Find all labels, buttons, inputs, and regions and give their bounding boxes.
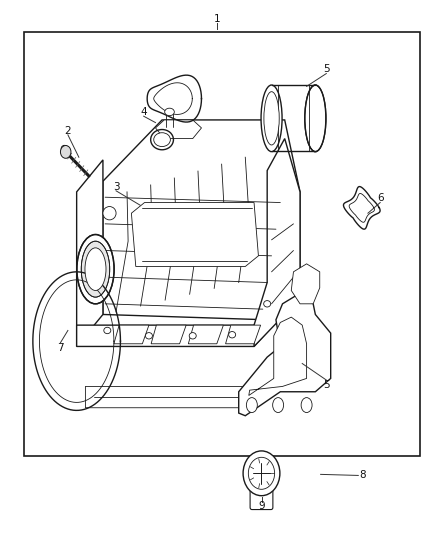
Polygon shape [155,120,201,139]
Ellipse shape [272,398,284,413]
Text: 4: 4 [140,107,147,117]
Ellipse shape [264,301,271,307]
Polygon shape [114,325,149,344]
Ellipse shape [77,235,114,304]
Polygon shape [77,160,103,346]
Ellipse shape [261,85,282,151]
Polygon shape [151,325,186,344]
Text: 5: 5 [323,64,330,74]
Polygon shape [254,139,300,346]
Bar [24,32,420,456]
Polygon shape [249,317,307,395]
FancyBboxPatch shape [250,488,273,510]
Polygon shape [188,325,223,344]
Text: 8: 8 [359,471,366,480]
Circle shape [243,451,280,496]
Ellipse shape [165,108,174,116]
Text: 3: 3 [113,182,120,191]
Polygon shape [77,277,298,346]
Ellipse shape [154,133,170,147]
Ellipse shape [145,333,152,339]
Ellipse shape [305,86,325,150]
Ellipse shape [81,241,110,297]
Polygon shape [131,203,258,266]
Ellipse shape [189,333,196,339]
Polygon shape [103,120,300,320]
Text: 9: 9 [258,502,265,511]
Text: 7: 7 [57,343,64,352]
Polygon shape [85,328,298,408]
Text: 1: 1 [213,14,220,23]
Ellipse shape [305,85,326,151]
Polygon shape [226,325,261,344]
Ellipse shape [103,206,116,220]
Ellipse shape [85,248,106,290]
Ellipse shape [301,398,312,413]
Text: 2: 2 [64,126,71,135]
Ellipse shape [246,398,257,413]
Polygon shape [291,264,320,304]
Ellipse shape [104,327,111,334]
Polygon shape [239,293,331,416]
Text: 5: 5 [323,380,330,390]
Text: 6: 6 [377,193,384,203]
Ellipse shape [229,332,236,338]
Circle shape [248,457,275,489]
Ellipse shape [264,92,279,145]
Ellipse shape [61,146,70,155]
Circle shape [60,146,71,158]
